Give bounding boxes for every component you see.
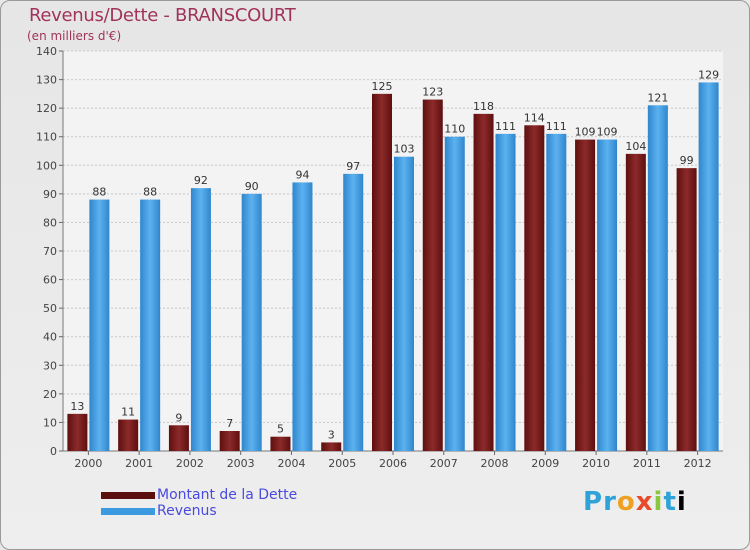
data-label-revenus: 88 bbox=[92, 186, 106, 199]
proxiti-logo: Proxiti bbox=[583, 487, 687, 517]
data-label-dette: 104 bbox=[625, 140, 646, 153]
data-label-revenus: 111 bbox=[495, 120, 516, 133]
bar-dette bbox=[625, 153, 646, 451]
legend-label-dette: Montant de la Dette bbox=[157, 487, 298, 503]
bar-dette bbox=[676, 168, 697, 451]
data-label-dette: 9 bbox=[175, 411, 182, 424]
data-label-dette: 7 bbox=[226, 417, 233, 430]
y-tick-label: 120 bbox=[36, 102, 57, 115]
x-tick-label: 2008 bbox=[481, 457, 509, 470]
bar-dette bbox=[575, 139, 596, 452]
x-tick-label: 2005 bbox=[328, 457, 356, 470]
bar-dette bbox=[168, 425, 189, 451]
bar-dette bbox=[524, 125, 545, 452]
bar-revenus bbox=[292, 182, 313, 451]
data-label-revenus: 103 bbox=[394, 143, 415, 156]
data-label-revenus: 94 bbox=[295, 168, 309, 181]
data-label-dette: 118 bbox=[473, 100, 494, 113]
data-label-dette: 5 bbox=[277, 423, 284, 436]
y-tick-label: 20 bbox=[43, 388, 57, 401]
data-label-revenus: 90 bbox=[245, 180, 259, 193]
chart-title: Revenus/Dette - BRANSCOURT bbox=[29, 5, 296, 26]
x-tick-label: 2006 bbox=[379, 457, 407, 470]
bar-revenus bbox=[394, 156, 414, 451]
y-tick-label: 40 bbox=[43, 331, 57, 344]
legend-label-revenus: Revenus bbox=[157, 503, 217, 519]
bar-dette bbox=[372, 93, 392, 451]
y-tick-label: 60 bbox=[43, 274, 57, 287]
data-label-revenus: 92 bbox=[194, 174, 208, 187]
data-label-dette: 109 bbox=[575, 126, 596, 139]
x-tick-label: 2007 bbox=[430, 457, 458, 470]
data-label-dette: 11 bbox=[121, 406, 135, 419]
x-tick-label: 2001 bbox=[125, 457, 153, 470]
data-label-revenus: 121 bbox=[647, 91, 668, 104]
y-tick-label: 70 bbox=[43, 245, 57, 258]
data-label-revenus: 129 bbox=[698, 68, 719, 81]
y-tick-label: 10 bbox=[43, 416, 57, 429]
legend-swatch-dette bbox=[101, 491, 155, 499]
bar-dette bbox=[118, 419, 139, 451]
bar-revenus bbox=[647, 105, 668, 452]
y-tick-label: 50 bbox=[43, 302, 57, 315]
bar-revenus bbox=[597, 139, 618, 452]
bar-revenus bbox=[140, 199, 161, 451]
bar-dette bbox=[321, 442, 342, 451]
bar-revenus bbox=[241, 193, 262, 451]
x-tick-label: 2012 bbox=[684, 457, 712, 470]
bar-revenus bbox=[698, 82, 719, 451]
y-tick-label: 80 bbox=[43, 216, 57, 229]
data-label-dette: 125 bbox=[372, 80, 393, 93]
x-tick-label: 2002 bbox=[176, 457, 204, 470]
data-label-dette: 123 bbox=[422, 86, 443, 99]
y-tick-label: 100 bbox=[36, 159, 57, 172]
data-label-dette: 114 bbox=[524, 111, 545, 124]
legend: Montant de la Dette Revenus bbox=[101, 487, 297, 519]
x-tick-label: 2011 bbox=[633, 457, 661, 470]
x-tick-label: 2000 bbox=[74, 457, 102, 470]
data-label-dette: 13 bbox=[70, 400, 84, 413]
bar-revenus bbox=[89, 199, 110, 451]
bar-dette bbox=[422, 99, 443, 452]
bar-dette bbox=[67, 413, 88, 451]
x-tick-label: 2010 bbox=[582, 457, 610, 470]
y-tick-label: 90 bbox=[43, 188, 57, 201]
x-tick-label: 2009 bbox=[531, 457, 559, 470]
data-label-revenus: 110 bbox=[444, 123, 465, 136]
y-tick-label: 110 bbox=[36, 131, 57, 144]
bar-revenus bbox=[190, 188, 211, 451]
y-tick-label: 0 bbox=[50, 445, 57, 458]
y-tick-label: 30 bbox=[43, 359, 57, 372]
data-label-revenus: 88 bbox=[143, 186, 157, 199]
bar-dette bbox=[270, 436, 291, 451]
bar-revenus bbox=[546, 133, 567, 451]
data-label-revenus: 111 bbox=[546, 120, 567, 133]
data-label-revenus: 97 bbox=[346, 160, 360, 173]
bar-revenus bbox=[343, 173, 364, 451]
x-tick-label: 2004 bbox=[277, 457, 305, 470]
data-label-dette: 99 bbox=[680, 154, 694, 167]
legend-item-dette: Montant de la Dette bbox=[101, 487, 297, 503]
bar-dette bbox=[473, 113, 494, 451]
legend-swatch-revenus bbox=[101, 507, 155, 515]
x-tick-label: 2003 bbox=[227, 457, 255, 470]
data-label-revenus: 109 bbox=[597, 126, 618, 139]
y-tick-label: 140 bbox=[36, 45, 57, 58]
bar-dette bbox=[219, 431, 240, 451]
y-tick-label: 130 bbox=[36, 74, 57, 87]
chart-subtitle: (en milliers d'€) bbox=[27, 29, 122, 43]
bar-revenus bbox=[495, 133, 516, 451]
data-label-dette: 3 bbox=[328, 428, 335, 441]
legend-item-revenus: Revenus bbox=[101, 503, 297, 519]
bar-revenus bbox=[444, 136, 465, 451]
